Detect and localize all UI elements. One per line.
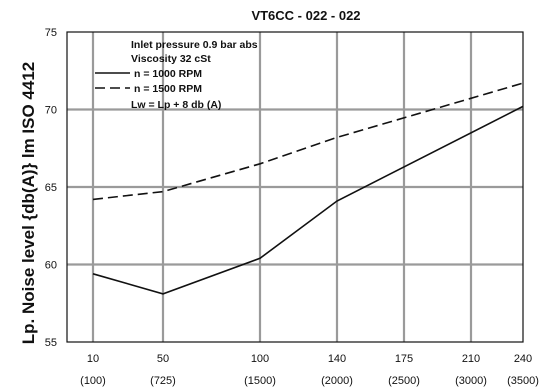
x-tick-sublabel: (100)	[80, 375, 106, 387]
series-line-1000rpm	[92, 105, 524, 295]
y-axis-label: Lp. Noise level {db(A)} lm ISO 4412	[19, 62, 38, 344]
legend: Inlet pressure 0.9 bar abs Viscosity 32 …	[95, 39, 258, 111]
x-tick-sublabel: (2500)	[388, 375, 420, 387]
annotation-inlet-pressure: Inlet pressure 0.9 bar abs	[131, 39, 258, 51]
series-line-1500rpm	[92, 82, 524, 201]
grid-lines	[67, 32, 523, 342]
x-tick-sublabel: (2000)	[321, 375, 353, 387]
x-tick-label: 100	[251, 353, 269, 365]
x-tick-labels: 10 (100) 50 (725) 100 (1500) 140 (2000) 175 (2500…	[80, 353, 539, 387]
x-tick-sublabel: (3500)	[507, 375, 539, 387]
x-tick-label: 175	[395, 353, 413, 365]
series-lines	[92, 82, 524, 295]
annotation-lw-formula: Lw = Lp + 8 db (A)	[131, 99, 221, 111]
annotation-viscosity: Viscosity 32 cSt	[131, 53, 211, 65]
y-tick-label: 65	[45, 182, 57, 194]
y-tick-labels: 55 60 65 70 75	[45, 27, 57, 349]
y-tick-label: 75	[45, 27, 57, 39]
chart-title: VT6CC - 022 - 022	[251, 8, 360, 23]
x-tick-label: 10	[87, 353, 99, 365]
y-tick-label: 70	[45, 105, 57, 117]
x-tick-sublabel: (3000)	[455, 375, 487, 387]
legend-label-1000rpm: n = 1000 RPM	[134, 68, 202, 80]
x-tick-label: 50	[157, 353, 169, 365]
legend-label-1500rpm: n = 1500 RPM	[134, 83, 202, 95]
y-tick-label: 55	[45, 337, 57, 349]
x-tick-label: 240	[514, 353, 532, 365]
y-tick-label: 60	[45, 260, 57, 272]
x-tick-sublabel: (1500)	[244, 375, 276, 387]
x-tick-label: 210	[462, 353, 480, 365]
x-tick-sublabel: (725)	[150, 375, 176, 387]
plot-frame	[66, 31, 524, 343]
x-tick-label: 140	[328, 353, 346, 365]
